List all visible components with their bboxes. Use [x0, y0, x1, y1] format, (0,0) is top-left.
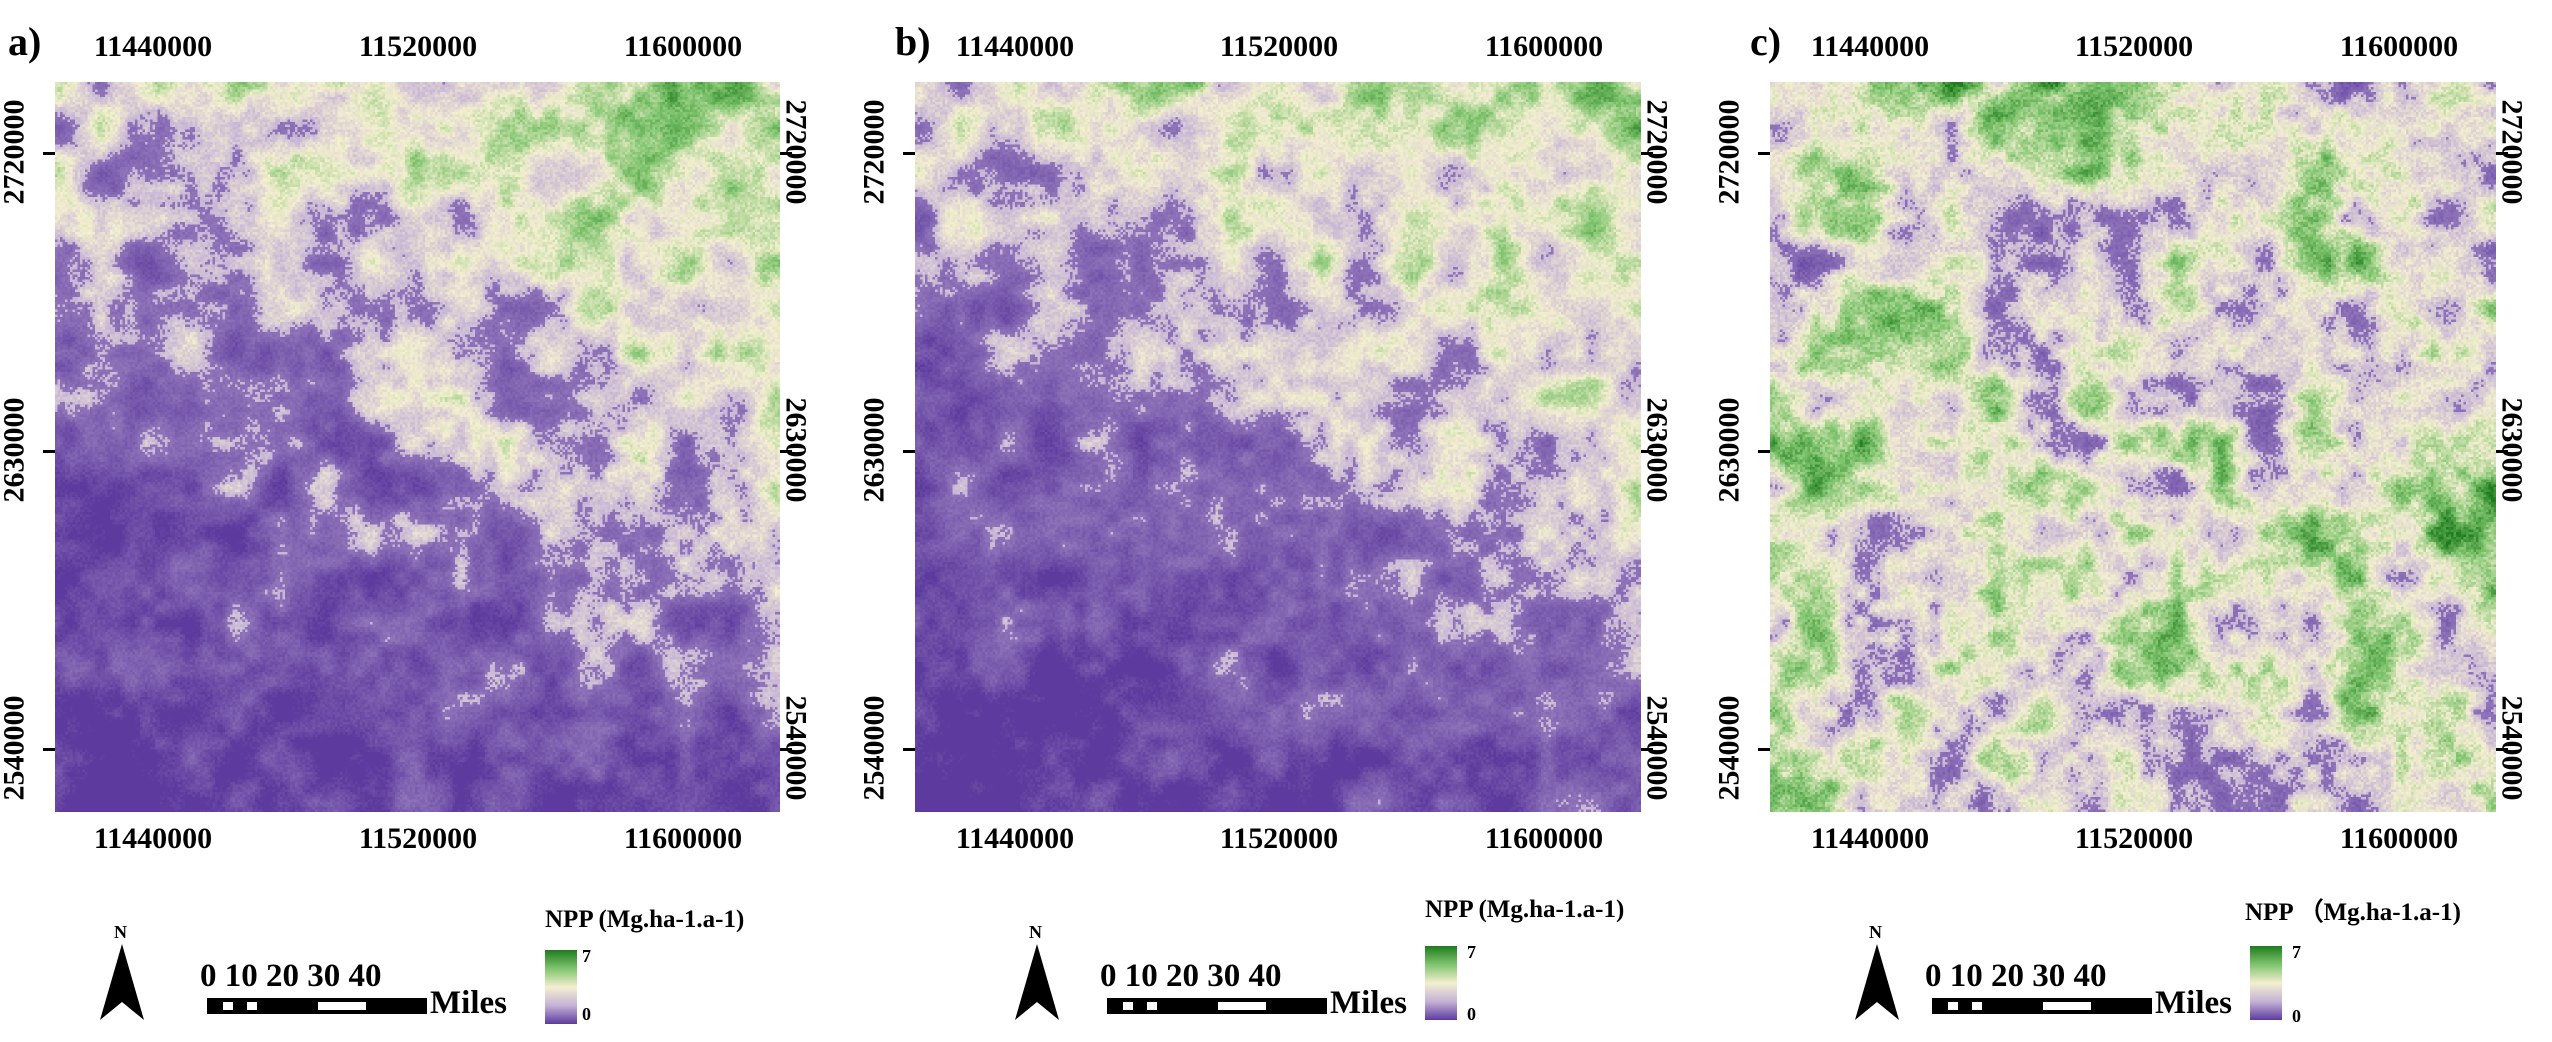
bottom-tick: 11520000 [2074, 822, 2194, 855]
bottom-tick: 11440000 [1810, 822, 1930, 855]
legend-min: 0 [2292, 1006, 2301, 1026]
legend-title: NPP (Mg.ha-1.a-1) [1425, 896, 1625, 923]
top-tick: 11520000 [1219, 30, 1339, 63]
bottom-tick: 11600000 [623, 822, 743, 855]
top-tick: 11520000 [358, 30, 478, 63]
bottom-tick: 11520000 [358, 822, 478, 855]
right-tick: 2720000 [1640, 99, 1674, 205]
legend-title: NPP (Mg.ha-1.a-1) [545, 906, 745, 933]
panel-b: b) 11440000 11520000 11600000 2720000 26… [857, 0, 1710, 1042]
top-tick: 11440000 [93, 30, 213, 63]
tick-mark [43, 748, 55, 751]
right-tick: 2540000 [1640, 695, 1674, 801]
scale-numbers: 0 10 20 30 40 [1100, 958, 1282, 994]
right-tick: 2630000 [1640, 397, 1674, 503]
right-tick: 2540000 [2495, 695, 2529, 801]
left-tick: 2630000 [1712, 397, 1746, 503]
left-tick: 2540000 [1712, 695, 1746, 801]
bottom-tick: 11440000 [955, 822, 1075, 855]
right-tick: 2630000 [2495, 397, 2529, 503]
right-tick: 2720000 [779, 99, 813, 205]
top-tick: 11600000 [1484, 30, 1604, 63]
panel-label: b) [895, 19, 931, 64]
panel-c: c) 11440000 11520000 11600000 2720000 26… [1712, 0, 2552, 1042]
tick-mark [1758, 450, 1770, 453]
north-letter: N [114, 922, 127, 942]
tick-mark [1641, 748, 1653, 751]
scale-unit: Miles [1330, 985, 1407, 1021]
top-tick: 11600000 [2339, 30, 2459, 63]
scale-unit: Miles [430, 985, 507, 1021]
scale-numbers: 0 10 20 30 40 [200, 958, 382, 994]
north-arrow-icon [1855, 944, 1899, 1020]
scale-bar [1932, 998, 2152, 1014]
left-tick: 2540000 [857, 695, 891, 801]
npp-raster [1770, 82, 2496, 812]
left-tick: 2720000 [1712, 99, 1746, 205]
right-tick: 2630000 [779, 397, 813, 503]
north-arrow-icon [1015, 944, 1059, 1020]
tick-mark [2496, 152, 2508, 155]
tick-mark [1641, 450, 1653, 453]
top-tick: 11520000 [2074, 30, 2194, 63]
north-letter: N [1029, 922, 1042, 942]
npp-raster [55, 82, 780, 812]
tick-mark [903, 450, 915, 453]
left-tick: 2540000 [0, 695, 31, 801]
tick-mark [43, 152, 55, 155]
legend-colorbar [2250, 946, 2282, 1020]
tick-mark [903, 748, 915, 751]
north-letter: N [1869, 922, 1882, 942]
tick-mark [1758, 748, 1770, 751]
left-tick: 2720000 [857, 99, 891, 205]
legend-title: NPP （Mg.ha-1.a-1) [2245, 899, 2461, 926]
scale-bar [207, 998, 427, 1014]
map-frame [915, 82, 1641, 812]
top-tick: 11600000 [623, 30, 743, 63]
tick-mark [1758, 152, 1770, 155]
left-tick: 2720000 [0, 99, 31, 205]
left-tick: 2630000 [0, 397, 31, 503]
bottom-tick: 11520000 [1219, 822, 1339, 855]
legend-max: 7 [2292, 942, 2301, 962]
panel-label: a) [8, 19, 42, 64]
tick-mark [2496, 748, 2508, 751]
tick-mark [780, 450, 792, 453]
scale-bar [1107, 998, 1327, 1014]
scale-numbers: 0 10 20 30 40 [1925, 958, 2107, 994]
scale-unit: Miles [2155, 985, 2232, 1021]
map-frame [55, 82, 780, 812]
legend-max: 7 [1467, 942, 1476, 962]
tick-mark [903, 152, 915, 155]
tick-mark [2496, 450, 2508, 453]
panel-a: a) 11440000 11520000 11600000 2720000 26… [0, 0, 850, 1042]
legend-colorbar [1425, 946, 1457, 1020]
legend-max: 7 [582, 946, 591, 966]
top-tick: 11440000 [1810, 30, 1930, 63]
tick-mark [43, 450, 55, 453]
map-frame [1770, 82, 2496, 812]
bottom-tick: 11440000 [93, 822, 213, 855]
legend-colorbar [545, 950, 577, 1024]
legend-min: 0 [1467, 1004, 1476, 1024]
north-arrow-icon [100, 944, 144, 1020]
right-tick: 2540000 [779, 695, 813, 801]
tick-mark [780, 748, 792, 751]
bottom-tick: 11600000 [2339, 822, 2459, 855]
panel-label: c) [1750, 19, 1782, 64]
legend-min: 0 [582, 1004, 591, 1024]
tick-mark [780, 152, 792, 155]
top-tick: 11440000 [955, 30, 1075, 63]
bottom-tick: 11600000 [1484, 822, 1604, 855]
left-tick: 2630000 [857, 397, 891, 503]
tick-mark [1641, 152, 1653, 155]
right-tick: 2720000 [2495, 99, 2529, 205]
npp-raster [915, 82, 1641, 812]
